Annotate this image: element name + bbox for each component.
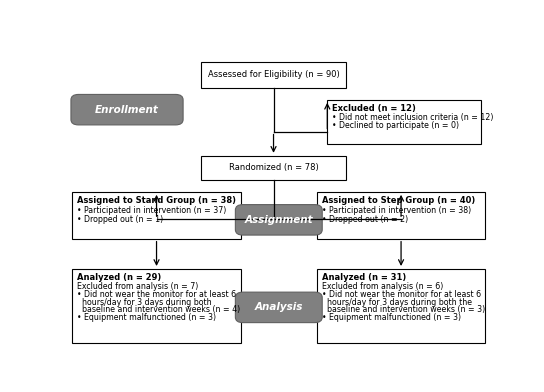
- Text: Excluded (n = 12): Excluded (n = 12): [332, 104, 416, 113]
- Bar: [317, 192, 485, 239]
- FancyBboxPatch shape: [71, 94, 183, 125]
- Bar: [327, 100, 481, 143]
- Text: hours/day for 3 days during both: hours/day for 3 days during both: [77, 298, 212, 307]
- Text: • Dropped out (n = 2): • Dropped out (n = 2): [322, 216, 408, 225]
- Text: • Dropped out (n = 1): • Dropped out (n = 1): [77, 216, 163, 225]
- Text: • Equipment malfunctioned (n = 3): • Equipment malfunctioned (n = 3): [77, 313, 217, 322]
- Text: Assigned to Stand Group (n = 38): Assigned to Stand Group (n = 38): [77, 196, 236, 205]
- Text: • Did not meet inclusion criteria (n = 12): • Did not meet inclusion criteria (n = 1…: [332, 113, 494, 122]
- FancyBboxPatch shape: [236, 205, 322, 235]
- Text: • Did not wear the monitor for at least 6: • Did not wear the monitor for at least …: [77, 290, 237, 299]
- Text: • Participated in intervention (n = 37): • Participated in intervention (n = 37): [77, 207, 226, 216]
- Text: • Did not wear the monitor for at least 6: • Did not wear the monitor for at least …: [322, 290, 481, 299]
- Bar: [201, 62, 346, 88]
- Text: • Participated in intervention (n = 38): • Participated in intervention (n = 38): [322, 207, 471, 216]
- Text: baseline and intervention weeks (n = 3): baseline and intervention weeks (n = 3): [322, 305, 485, 314]
- Text: Excluded from analysis (n = 7): Excluded from analysis (n = 7): [77, 282, 199, 291]
- Text: Analysis: Analysis: [255, 302, 303, 312]
- Text: • Declined to participate (n = 0): • Declined to participate (n = 0): [332, 121, 459, 130]
- Bar: [201, 156, 346, 180]
- Bar: [72, 192, 241, 239]
- Text: Analyzed (n = 31): Analyzed (n = 31): [322, 273, 406, 282]
- Text: • Equipment malfunctioned (n = 3): • Equipment malfunctioned (n = 3): [322, 313, 461, 322]
- Text: baseline and intervention weeks (n = 4): baseline and intervention weeks (n = 4): [77, 305, 240, 314]
- Text: Randomized (n = 78): Randomized (n = 78): [228, 163, 318, 172]
- Text: Assigned to Step Group (n = 40): Assigned to Step Group (n = 40): [322, 196, 475, 205]
- Text: Analyzed (n = 29): Analyzed (n = 29): [77, 273, 162, 282]
- Text: hours/day for 3 days during both the: hours/day for 3 days during both the: [322, 298, 472, 307]
- Bar: [72, 269, 241, 343]
- FancyBboxPatch shape: [236, 292, 322, 323]
- Text: Assignment: Assignment: [244, 215, 313, 225]
- Text: Enrollment: Enrollment: [95, 105, 159, 115]
- Bar: [317, 269, 485, 343]
- Text: Excluded from analysis (n = 6): Excluded from analysis (n = 6): [322, 282, 443, 291]
- Text: Assessed for Eligibility (n = 90): Assessed for Eligibility (n = 90): [208, 71, 339, 80]
